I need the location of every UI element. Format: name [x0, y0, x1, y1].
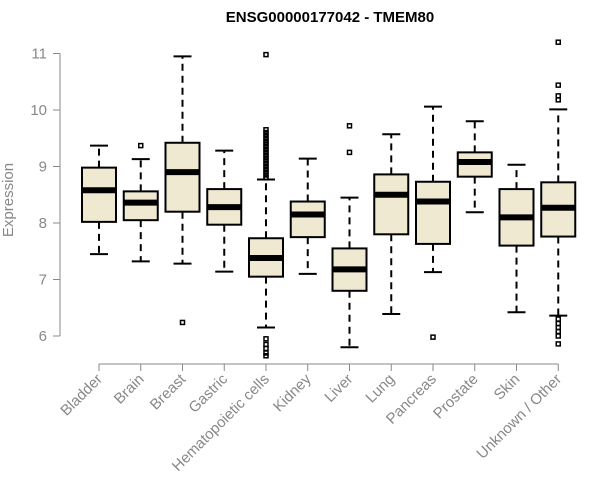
y-tick-label: 9: [39, 159, 47, 176]
box-gastric: [206, 149, 243, 273]
outlier-point: [263, 143, 269, 150]
outlier-point: [346, 149, 353, 156]
outlier-point: [263, 146, 269, 153]
y-tick-label: 11: [31, 46, 47, 63]
box-brain: [122, 142, 159, 263]
chart-title: ENSG00000177042 - TMEM80: [226, 9, 434, 26]
box-hematopoietic-cells: [248, 51, 284, 359]
y-axis: 6 7 8 9 10 11: [30, 46, 61, 345]
iqr-box: [373, 173, 410, 236]
plot-area: [81, 39, 577, 359]
outlier-point: [179, 319, 186, 326]
outlier-point: [555, 328, 561, 335]
x-tick-label: Bladder: [57, 371, 106, 420]
outlier-point: [263, 160, 269, 167]
x-tick-label: Kidney: [270, 370, 315, 415]
iqr-box: [81, 166, 117, 223]
outlier-point: [555, 341, 561, 347]
outlier-point: [263, 353, 269, 359]
iqr-box: [415, 180, 451, 245]
x-tick-label: Brain: [111, 371, 148, 408]
box-lung: [373, 133, 410, 315]
y-tick-label: 6: [39, 328, 47, 345]
x-tick-label: Breast: [147, 370, 190, 413]
outlier-point: [263, 350, 269, 356]
outlier-point: [263, 152, 269, 158]
outlier-point: [263, 345, 269, 352]
x-tick-label: Liver: [321, 371, 356, 406]
y-axis-label: Expression: [0, 163, 17, 237]
box-kidney: [289, 157, 326, 275]
outlier-point: [263, 155, 269, 161]
outlier-point: [263, 172, 269, 178]
iqr-box: [164, 141, 201, 213]
outlier-point: [138, 142, 144, 149]
outlier-point: [555, 82, 561, 88]
outlier-point: [263, 166, 269, 173]
outlier-point: [263, 129, 269, 136]
outlier-point: [263, 51, 269, 58]
outlier-point: [555, 97, 561, 103]
y-tick-label: 8: [39, 215, 47, 232]
x-tick-label: Lung: [362, 371, 398, 407]
box-skin: [498, 163, 535, 314]
outlier-point: [430, 334, 436, 340]
box-prostate: [456, 120, 493, 214]
iqr-box: [289, 200, 326, 239]
outlier-point: [555, 39, 561, 45]
outlier-point: [263, 175, 269, 181]
box-bladder: [81, 144, 117, 256]
outlier-point: [263, 127, 269, 133]
y-tick-label: 7: [39, 272, 47, 289]
x-tick-label: Skin: [491, 371, 524, 404]
y-tick-label: 10: [30, 102, 47, 119]
outlier-point: [263, 132, 269, 139]
outlier-point: [263, 141, 269, 147]
box-liver: [331, 123, 368, 349]
outlier-point: [263, 138, 269, 144]
x-tick-label: Prostate: [430, 371, 482, 423]
box-breast: [164, 55, 201, 326]
box-pancreas: [415, 105, 451, 340]
outlier-point: [263, 169, 269, 175]
outlier-point: [555, 333, 561, 339]
outlier-point: [263, 336, 269, 342]
outlier-point: [263, 149, 269, 156]
outlier-point: [263, 135, 269, 141]
outlier-point: [555, 316, 561, 322]
box-unknown-other: [540, 39, 577, 347]
outlier-point: [263, 163, 269, 170]
iqr-box: [122, 190, 159, 222]
outlier-point: [346, 123, 353, 129]
outlier-point: [263, 158, 269, 164]
